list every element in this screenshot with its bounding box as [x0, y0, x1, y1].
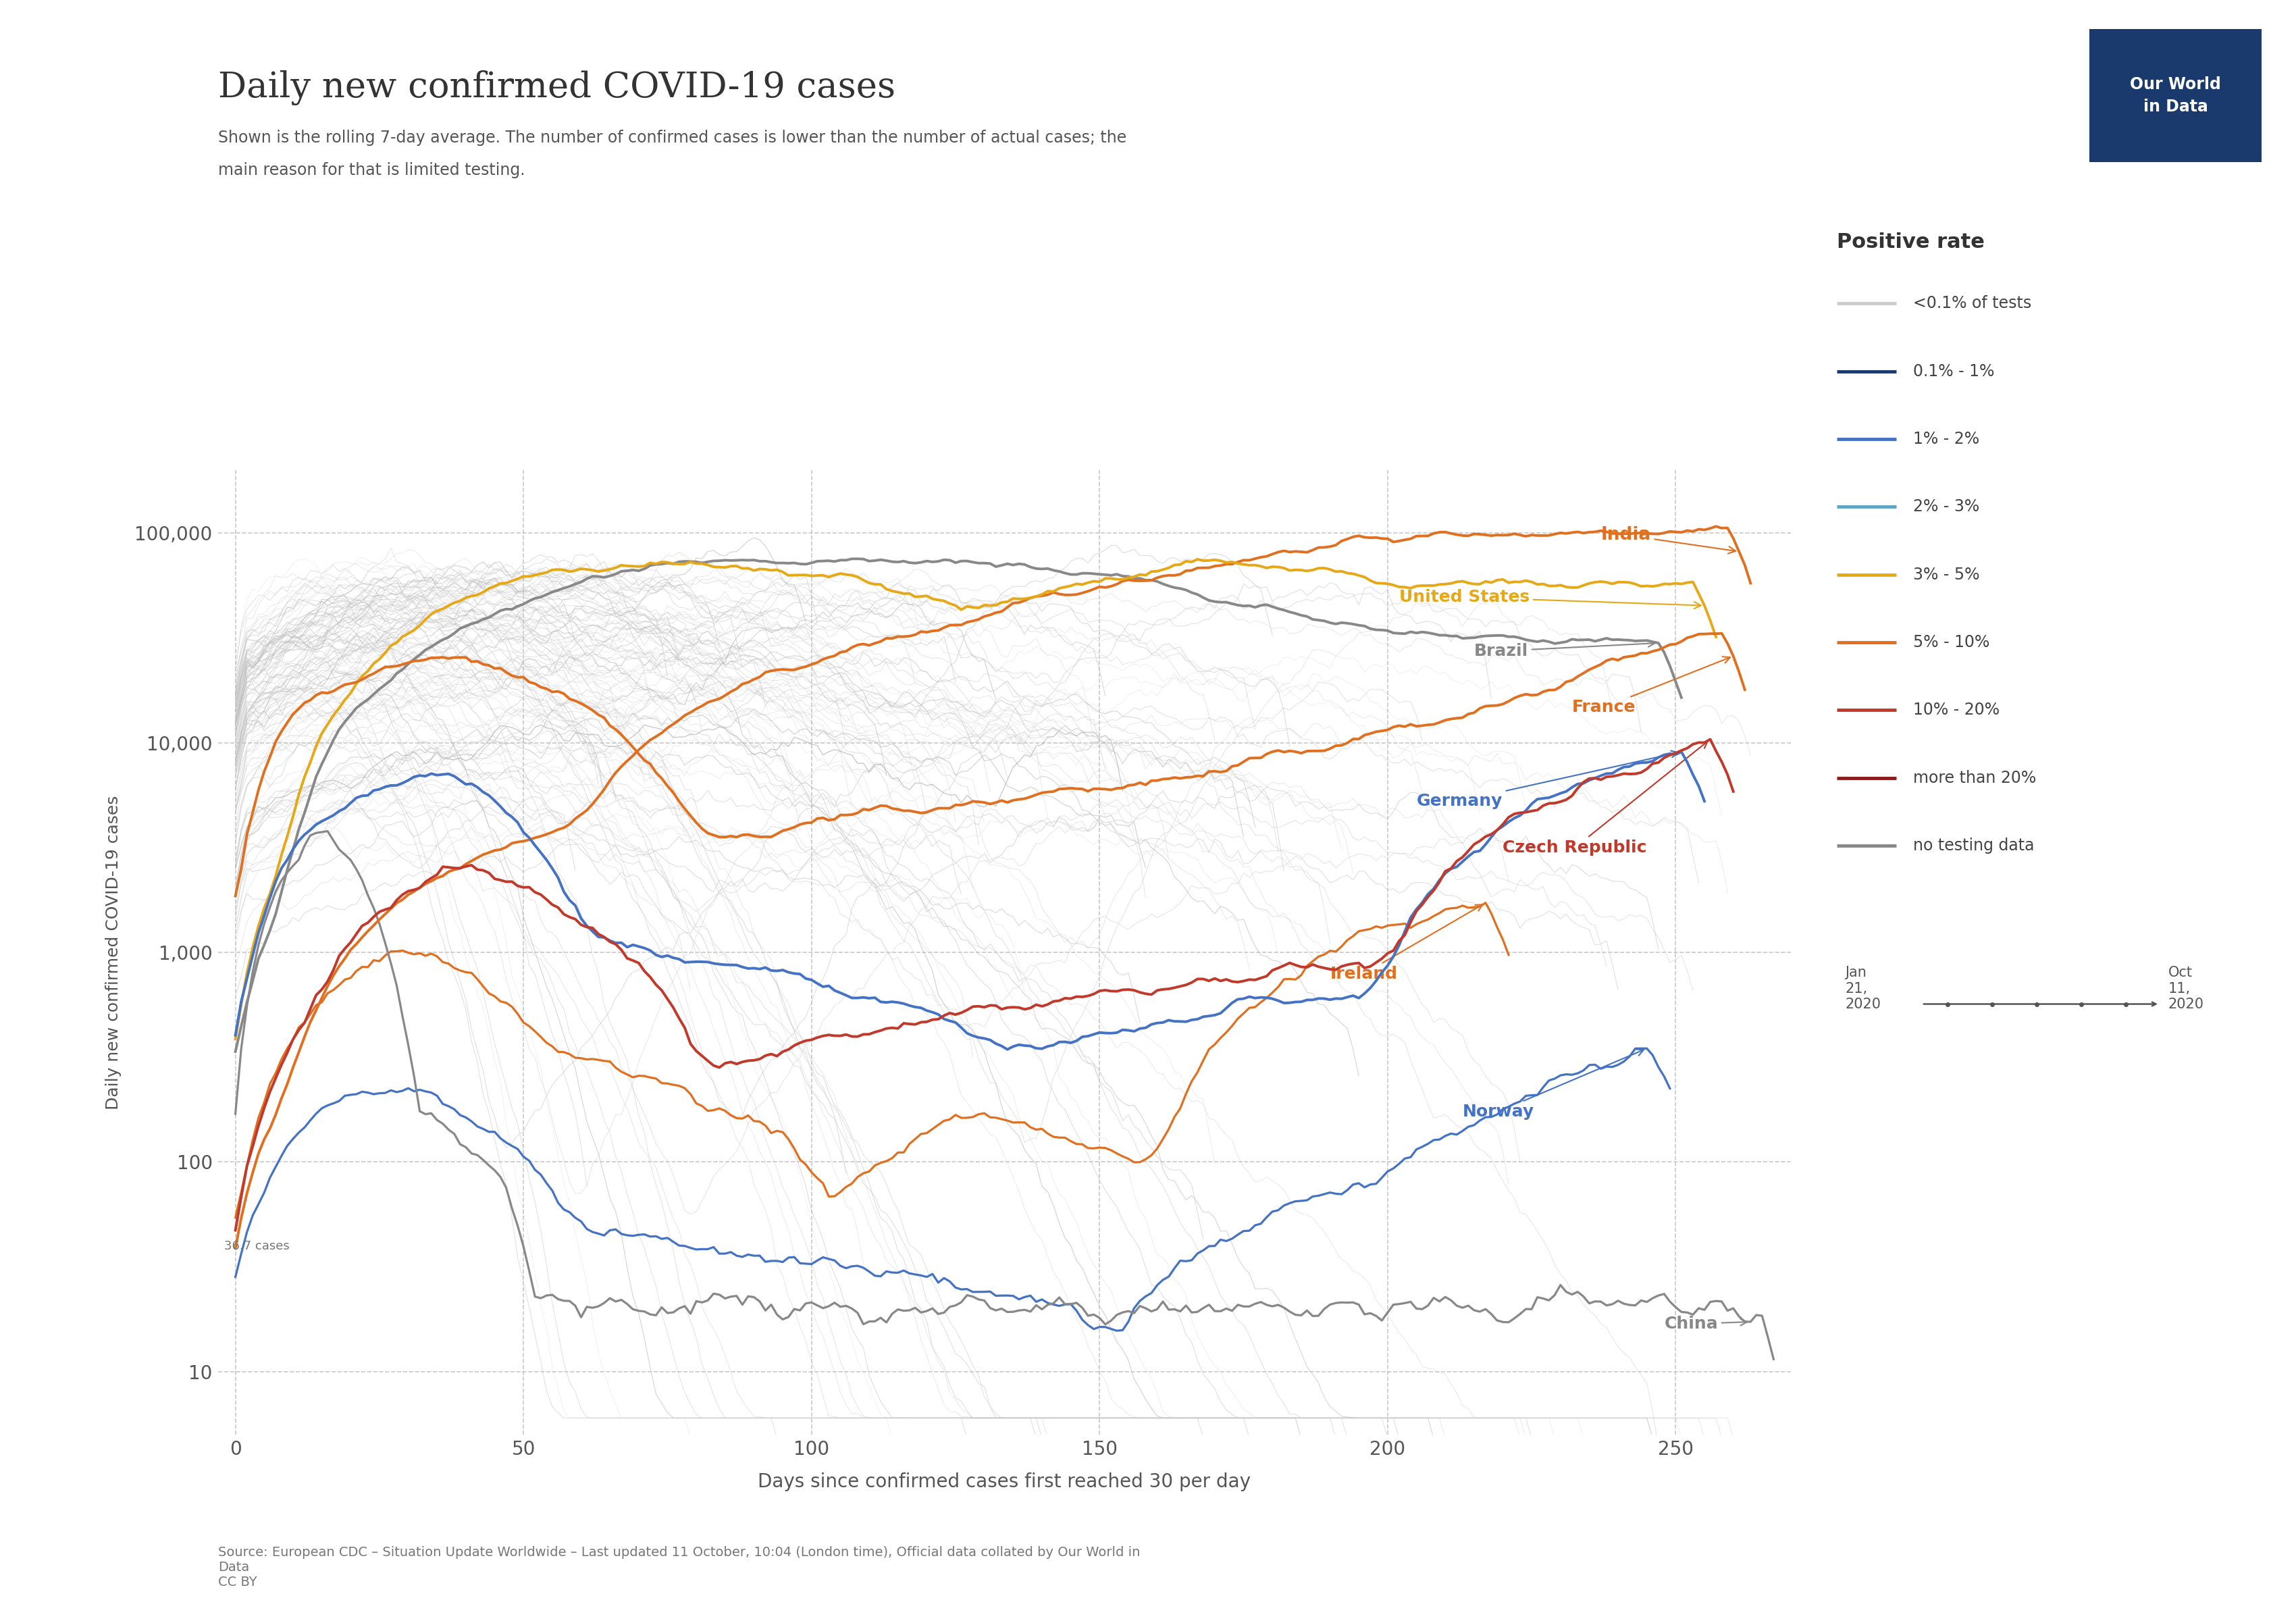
Text: Shown is the rolling 7-day average. The number of confirmed cases is lower than : Shown is the rolling 7-day average. The …: [218, 130, 1127, 146]
Text: China: China: [1665, 1316, 1747, 1332]
Text: Ireland: Ireland: [1329, 905, 1483, 982]
Text: United States: United States: [1398, 588, 1701, 608]
Text: more than 20%: more than 20%: [1913, 770, 2037, 786]
Text: Daily new confirmed COVID-19 cases: Daily new confirmed COVID-19 cases: [218, 70, 895, 105]
Text: Germany: Germany: [1417, 751, 1678, 809]
Text: 2% - 3%: 2% - 3%: [1913, 499, 1979, 515]
Text: 0.1% - 1%: 0.1% - 1%: [1913, 363, 1995, 379]
Text: Oct
11,
2020: Oct 11, 2020: [2167, 966, 2204, 1012]
X-axis label: Days since confirmed cases first reached 30 per day: Days since confirmed cases first reached…: [758, 1472, 1251, 1491]
Text: Positive rate: Positive rate: [1837, 232, 1984, 251]
Text: main reason for that is limited testing.: main reason for that is limited testing.: [218, 162, 526, 178]
Text: Jan
21,
2020: Jan 21, 2020: [1846, 966, 1880, 1012]
Text: 1% - 2%: 1% - 2%: [1913, 431, 1979, 447]
Text: 36.7 cases: 36.7 cases: [225, 1240, 289, 1253]
Text: France: France: [1573, 657, 1731, 715]
Text: India: India: [1600, 527, 1736, 553]
Text: Source: European CDC – Situation Update Worldwide – Last updated 11 October, 10:: Source: European CDC – Situation Update …: [218, 1546, 1141, 1589]
Text: 5% - 10%: 5% - 10%: [1913, 634, 1991, 650]
Text: no testing data: no testing data: [1913, 838, 2034, 854]
Text: <0.1% of tests: <0.1% of tests: [1913, 295, 2032, 311]
Text: Brazil: Brazil: [1474, 640, 1655, 660]
Text: 10% - 20%: 10% - 20%: [1913, 702, 2000, 718]
Text: Norway: Norway: [1463, 1049, 1644, 1120]
Text: Czech Republic: Czech Republic: [1504, 741, 1708, 856]
Text: 3% - 5%: 3% - 5%: [1913, 566, 1979, 582]
Y-axis label: Daily new confirmed COVID-19 cases: Daily new confirmed COVID-19 cases: [106, 796, 122, 1109]
Text: Our World
in Data: Our World in Data: [2131, 76, 2220, 115]
